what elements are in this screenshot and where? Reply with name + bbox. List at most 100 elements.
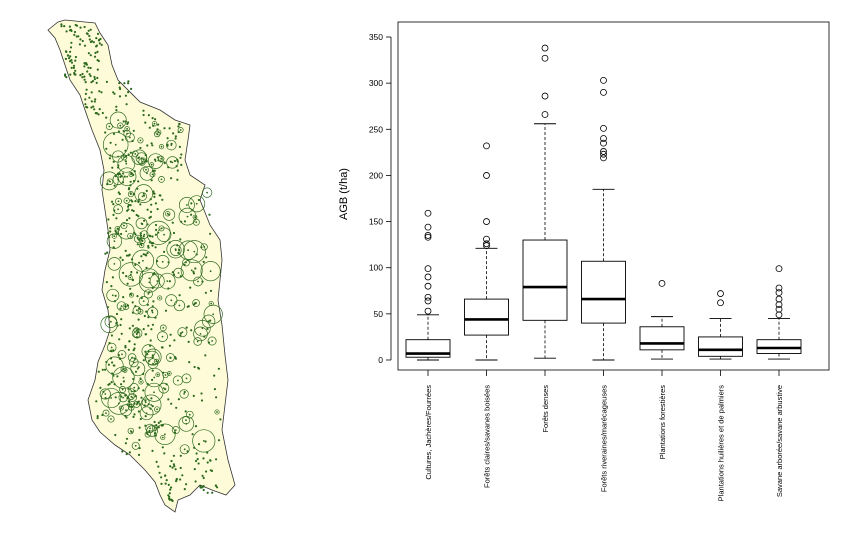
plot-dot [98, 108, 101, 111]
plot-dot [147, 324, 150, 327]
plot-dot [163, 127, 166, 130]
plot-circle [163, 208, 176, 221]
plot-center [156, 373, 159, 376]
plot-dot [144, 415, 147, 418]
plot-center [122, 396, 125, 399]
plot-dot [134, 200, 137, 203]
plot-dot [89, 54, 92, 57]
plot-dot [97, 59, 100, 63]
plot-dot [187, 340, 190, 343]
plot-center [129, 430, 132, 432]
plot-dot [181, 474, 184, 477]
plot-center [196, 340, 199, 343]
plot-dot [69, 73, 72, 76]
plot-center [190, 269, 193, 272]
plot-dot [168, 127, 171, 130]
plot-center [183, 448, 186, 451]
plot-dot [113, 92, 116, 95]
plot-circle [201, 314, 216, 328]
plot-dot [184, 410, 187, 413]
plot-dot [206, 491, 209, 494]
outlier-point [600, 88, 607, 96]
plot-dot [93, 108, 96, 111]
plot-center [125, 230, 128, 233]
plot-center [150, 163, 153, 166]
outlier-point [600, 139, 607, 147]
plot-dot [193, 365, 196, 369]
outlier-point [424, 223, 432, 231]
plot-dot [124, 442, 127, 445]
plot-dot [139, 203, 142, 206]
plot-center [123, 224, 125, 227]
plot-center [166, 212, 169, 215]
plot-circle [155, 372, 161, 378]
plot-dot [129, 287, 132, 290]
plot-dot [98, 42, 101, 45]
plot-dot [123, 82, 126, 85]
plot-dot [75, 24, 79, 27]
plot-circle [131, 441, 140, 450]
plot-center [113, 240, 116, 243]
plot-center [193, 250, 196, 253]
plot-center [177, 379, 179, 382]
plot-circle [179, 444, 190, 455]
plot-circle [140, 394, 162, 416]
plot-dot [214, 484, 217, 487]
plot-dot [115, 231, 118, 234]
plot-dot [171, 466, 174, 469]
plot-dot [111, 166, 114, 169]
box-4 [581, 76, 626, 361]
plot-circle [144, 367, 164, 388]
plot-circle [112, 173, 124, 185]
iqr-box [756, 339, 802, 354]
plot-center [179, 129, 182, 131]
plot-dot [148, 234, 151, 237]
plot-dot [205, 256, 208, 259]
plot-center [211, 340, 214, 342]
plot-dot [142, 328, 145, 331]
plot-dot [119, 175, 122, 178]
plot-dot [120, 383, 123, 386]
plot-dot [177, 125, 180, 128]
plot-dot [165, 479, 168, 482]
plot-dot [178, 294, 181, 297]
plot-dot [69, 55, 72, 58]
plot-center [153, 391, 155, 394]
plot-dot [183, 220, 187, 223]
plot-dot [122, 271, 125, 274]
plot-dot [157, 465, 160, 468]
plot-dot [106, 306, 109, 309]
plot-center [156, 280, 159, 282]
plot-dot [89, 28, 92, 31]
plot-dot [127, 254, 130, 257]
y-tick-label: 200 [369, 170, 383, 180]
plot-dot [95, 37, 98, 40]
plot-center [185, 261, 187, 264]
plot-center [119, 124, 122, 127]
plot-center [113, 263, 116, 265]
plot-dot [117, 130, 120, 133]
plot-center [174, 248, 177, 251]
plot-markers [60, 23, 223, 503]
plot-circle [133, 234, 142, 243]
plot-circle [158, 225, 165, 232]
plot-circle [147, 153, 164, 169]
plot-circle [118, 405, 124, 411]
plot-dot [115, 109, 118, 112]
plot-dot [122, 172, 125, 175]
x-tick-label: Plantations huilières et de palmiers [717, 385, 726, 502]
plot-center [161, 436, 164, 439]
plot-dot [202, 476, 205, 480]
plot-dot [92, 105, 95, 108]
plot-circle [122, 367, 128, 373]
plot-circle [140, 230, 149, 239]
plot-dot [83, 75, 86, 78]
plot-center [151, 357, 154, 359]
plot-dot [151, 244, 154, 247]
plot-dot [133, 413, 136, 416]
plot-circle [155, 129, 162, 136]
plot-center [143, 233, 146, 236]
plot-circle [137, 137, 144, 144]
plot-dot [129, 180, 132, 183]
plot-dot [70, 59, 73, 62]
